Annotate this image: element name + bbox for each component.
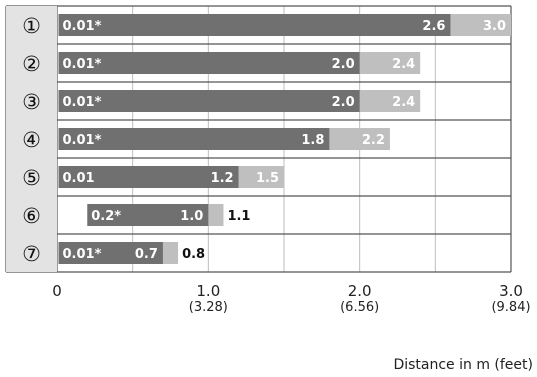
bar-primary-end-label: 2.6 bbox=[422, 19, 445, 34]
bar-primary-end-label: 0.7 bbox=[135, 247, 158, 262]
bar-start-label: 0.2* bbox=[91, 209, 121, 224]
x-tick-sublabel: (9.84) bbox=[491, 300, 530, 315]
bar-primary-end-label: 1.2 bbox=[211, 171, 234, 186]
bar-primary-segment bbox=[87, 204, 209, 226]
x-tick-label: 2.0 bbox=[348, 282, 372, 300]
bar-start-label: 0.01* bbox=[63, 133, 102, 148]
bar-primary-segment bbox=[58, 90, 360, 112]
bar-primary-segment bbox=[58, 242, 163, 264]
row-label-background bbox=[6, 6, 57, 272]
bar-extended-end-label: 1.5 bbox=[256, 171, 279, 186]
bar-primary-segment bbox=[58, 52, 360, 74]
bar-primary-end-label: 2.0 bbox=[332, 95, 355, 110]
bar-extended-segment bbox=[359, 52, 421, 74]
x-tick-label: 0 bbox=[52, 282, 62, 300]
bar-extended-end-label: 2.4 bbox=[392, 95, 415, 110]
row-label: ④ bbox=[22, 128, 41, 152]
x-axis: 0 1.0(3.28) 2.0(6.56) 3.0(9.84) bbox=[52, 282, 530, 315]
bar-extended-segment bbox=[329, 128, 390, 150]
bar-extended-segment bbox=[162, 242, 179, 264]
bar-start-label: 0.01 bbox=[63, 171, 95, 186]
bar-extended-segment bbox=[450, 14, 511, 36]
row-label: ⑥ bbox=[22, 204, 41, 228]
row-label-column: ① ② ③ ④ ⑤ ⑥ ⑦ bbox=[6, 6, 57, 272]
x-tick-label: 1.0 bbox=[196, 282, 220, 300]
x-axis-title: Distance in m (feet) bbox=[393, 357, 533, 373]
row-label: ⑤ bbox=[22, 166, 41, 190]
bar-primary-end-label: 1.8 bbox=[301, 133, 324, 148]
bar-start-label: 0.01* bbox=[63, 57, 102, 72]
row-label: ① bbox=[22, 14, 41, 38]
bar-extended-end-label: 1.1 bbox=[227, 209, 250, 224]
bars: 0.01* 2.6 3.0 0.01* 2.0 2.4 0.01* 2.0 2.4 0.01* 1.… bbox=[58, 14, 511, 264]
bar-start-label: 0.01* bbox=[63, 95, 102, 110]
x-tick-sublabel: (3.28) bbox=[189, 300, 228, 315]
bar-extended-segment bbox=[359, 90, 421, 112]
bar-extended-end-label: 0.8 bbox=[182, 247, 205, 262]
bar-start-label: 0.01* bbox=[63, 247, 102, 262]
bar-primary-segment bbox=[58, 128, 330, 150]
bar-primary-end-label: 2.0 bbox=[332, 57, 355, 72]
bar-extended-end-label: 3.0 bbox=[483, 19, 506, 34]
bar-extended-segment bbox=[238, 166, 284, 188]
bar-start-label: 0.01* bbox=[63, 19, 102, 34]
bar-extended-end-label: 2.2 bbox=[362, 133, 385, 148]
bar-extended-end-label: 2.4 bbox=[392, 57, 415, 72]
row-label: ② bbox=[22, 52, 41, 76]
bar-primary-segment bbox=[58, 166, 239, 188]
bar-extended-segment bbox=[208, 204, 224, 226]
x-tick-sublabel: (6.56) bbox=[340, 300, 379, 315]
bar-primary-segment bbox=[58, 14, 451, 36]
bar-primary-end-label: 1.0 bbox=[180, 209, 203, 224]
x-tick-label: 3.0 bbox=[499, 282, 523, 300]
row-label: ③ bbox=[22, 90, 41, 114]
row-label: ⑦ bbox=[22, 242, 41, 266]
